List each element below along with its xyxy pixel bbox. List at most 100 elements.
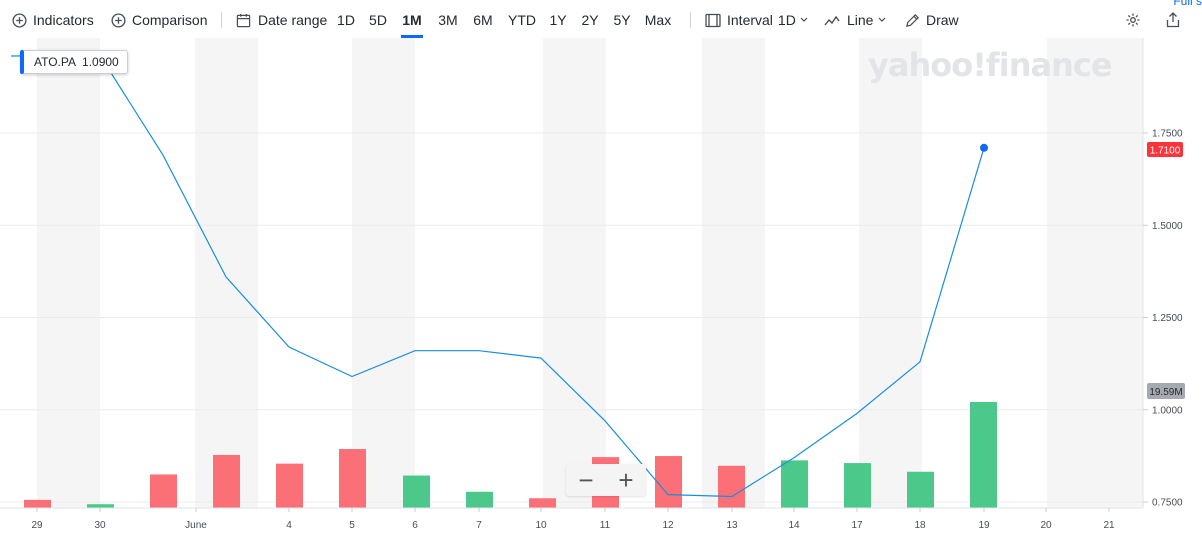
x-tick-label: 5: [349, 520, 355, 531]
x-tick-label: 6: [412, 520, 418, 531]
share-icon: [1166, 12, 1180, 28]
chart-type-label: Line: [847, 12, 874, 28]
weekday-band: [702, 38, 765, 508]
x-tick-label: 17: [851, 520, 863, 531]
toolbar-divider: [221, 12, 222, 28]
date-range-label: Date range: [258, 12, 328, 28]
volume-bar: [24, 499, 51, 508]
volume-bar: [718, 465, 745, 508]
volume-bar: [339, 449, 366, 508]
weekday-band: [543, 38, 606, 508]
x-tick-label: 14: [788, 520, 800, 531]
y-tick-label: 1.7500: [1152, 129, 1183, 140]
volume-badge-text: 19.59M: [1149, 387, 1182, 398]
range-max-button[interactable]: Max: [644, 12, 672, 28]
range-1m-button[interactable]: 1M: [401, 0, 423, 40]
interval-label: Interval: [727, 12, 773, 28]
range-1y-button[interactable]: 1Y: [549, 12, 567, 28]
volume-bar: [213, 454, 240, 508]
volume-bar: [276, 463, 303, 508]
price-badge: 1.7100: [1147, 142, 1183, 157]
weekday-band: [195, 38, 258, 508]
x-tick-label: 11: [600, 520, 611, 531]
volume-bar: [844, 463, 871, 508]
x-tick-label: 13: [726, 520, 738, 531]
calendar-icon: [236, 13, 251, 28]
range-2y-button[interactable]: 2Y: [581, 12, 599, 28]
chart-type-selector[interactable]: Line: [824, 0, 886, 40]
crosshair-tooltip: ATO.PA 1.0900: [20, 50, 128, 74]
chevron-down-icon: [800, 17, 808, 23]
range-3m-button[interactable]: 3M: [438, 12, 458, 28]
volume-bar: [403, 475, 430, 508]
volume-bar: [529, 498, 556, 508]
plus-circle-icon: [12, 12, 27, 28]
zoom-in-button[interactable]: +: [618, 464, 634, 495]
pencil-icon: [905, 13, 920, 28]
chevron-down-icon: [878, 17, 886, 23]
price-axis: 1.7500 1.5000 1.2500 1.0000 0.7500: [1143, 129, 1183, 509]
draw-button[interactable]: Draw: [905, 0, 959, 40]
date-range-button[interactable]: Date range: [236, 0, 327, 40]
range-6m-button[interactable]: 6M: [473, 12, 493, 28]
line-chart-icon: [824, 14, 840, 26]
range-5d-button[interactable]: 5D: [369, 12, 387, 28]
yahoo-finance-watermark: yahoo!finance: [868, 46, 1113, 84]
x-tick-label: June: [185, 520, 207, 531]
volume-badge: 19.59M: [1147, 383, 1185, 399]
weekday-band: [859, 38, 922, 508]
x-tick-label: 30: [94, 520, 106, 531]
volume-bar: [466, 491, 493, 508]
fullscreen-link[interactable]: Full s: [1173, 0, 1202, 8]
indicators-button[interactable]: Indicators: [12, 0, 94, 40]
range-1d-button[interactable]: 1D: [337, 12, 355, 28]
y-tick-label: 1.2500: [1152, 313, 1183, 324]
range-5y-button[interactable]: 5Y: [613, 12, 631, 28]
last-price-point: [980, 143, 988, 152]
weekday-band: [352, 38, 415, 508]
interval-value: 1D: [777, 12, 796, 28]
weekday-band: [1047, 38, 1110, 508]
y-tick-label: 1.5000: [1152, 221, 1183, 232]
indicators-label: Indicators: [33, 12, 94, 28]
y-tick-label: 0.7500: [1152, 498, 1183, 509]
x-tick-label: 4: [286, 520, 292, 531]
interval-icon: [705, 13, 721, 28]
settings-button[interactable]: [1125, 0, 1141, 40]
interval-selector[interactable]: Interval 1D: [705, 0, 808, 40]
toolbar-divider: [690, 12, 691, 28]
price-chart[interactable]: 1.7500 1.5000 1.2500 1.0000 0.7500 29 30 June 4…: [0, 38, 1202, 537]
draw-label: Draw: [926, 12, 959, 28]
x-tick-label: 21: [1103, 520, 1115, 531]
tooltip-value: 1.0900: [82, 55, 119, 69]
chart-toolbar: Indicators Comparison Date range 1D 5D 1…: [0, 0, 1202, 40]
y-tick-label: 1.0000: [1152, 405, 1183, 416]
price-line: [10, 54, 985, 498]
volume-bar: [87, 504, 114, 508]
x-tick-label: 10: [535, 520, 547, 531]
volume-bars: [24, 402, 997, 508]
weekday-band: [37, 38, 100, 508]
comparison-button[interactable]: Comparison: [111, 0, 207, 40]
x-tick-label: 19: [978, 520, 990, 531]
volume-bar: [907, 471, 934, 508]
range-ytd-button[interactable]: YTD: [508, 12, 536, 28]
volume-bar: [655, 456, 682, 508]
zoom-out-button[interactable]: −: [578, 464, 594, 495]
x-tick-label: 12: [662, 520, 674, 531]
price-badge-text: 1.7100: [1150, 146, 1181, 157]
weekday-bands: [37, 38, 1143, 508]
volume-bar: [781, 460, 808, 508]
zoom-controls: − +: [566, 464, 646, 496]
weekday-band: [1110, 38, 1143, 508]
x-tick-label: 7: [476, 520, 482, 531]
x-tick-label: 20: [1040, 520, 1052, 531]
time-axis: 29 30 June 4 5 6 7 10 11 12 13 14 17 18 19 20 21: [31, 508, 1115, 531]
comparison-label: Comparison: [132, 12, 208, 28]
gear-icon: [1125, 12, 1141, 28]
x-tick-label: 18: [914, 520, 926, 531]
volume-bar: [970, 402, 997, 508]
share-button[interactable]: [1166, 0, 1180, 40]
x-tick-label: 29: [31, 520, 43, 531]
tooltip-symbol: ATO.PA: [34, 55, 77, 69]
